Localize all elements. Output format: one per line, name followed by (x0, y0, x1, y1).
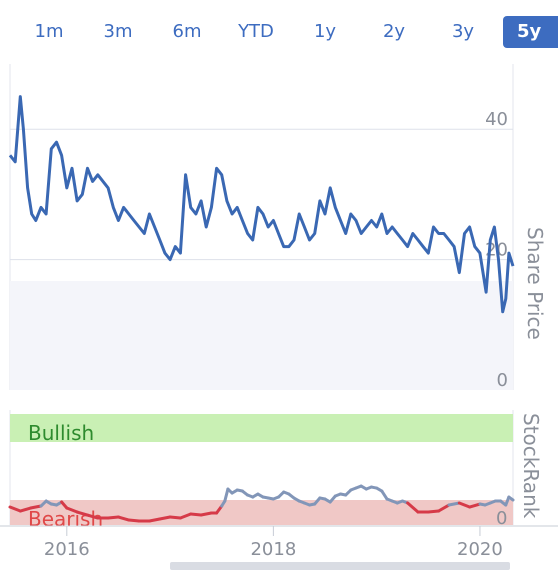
stockrank-segment (457, 501, 472, 509)
stockrank-segment (75, 510, 89, 517)
tab-1y[interactable]: 1y (313, 21, 337, 42)
bearish-label: Bearish (28, 507, 103, 531)
stockrank-segment (8, 505, 22, 513)
stockrank-segment (437, 503, 451, 513)
stockrank-segment (189, 512, 203, 517)
tab-2y[interactable]: 2y (382, 21, 406, 42)
price-y-tick-0: 0 (497, 370, 508, 391)
stockrank-segment (65, 506, 79, 514)
stockrank-segment (468, 502, 482, 509)
stockrank-segment (223, 487, 230, 503)
tab-3m[interactable]: 3m (103, 21, 133, 42)
tab-1m[interactable]: 1m (34, 21, 64, 42)
stockrank-segment (85, 513, 100, 520)
stockrank-segment (199, 511, 213, 517)
tab-ytd[interactable]: YTD (238, 21, 274, 42)
x-tick-label-2016: 2016 (44, 539, 90, 560)
bullish-band (10, 414, 513, 442)
bullish-label: Bullish (28, 421, 94, 445)
range-navigator-scrollbar[interactable] (170, 562, 510, 570)
range-tabs: 1m 3m 6m YTD 1y 2y 3y 5y (0, 0, 558, 58)
stockrank-segment (406, 501, 420, 514)
tab-3y[interactable]: 3y (451, 21, 475, 42)
stockrank-segment (426, 509, 441, 514)
stockrank-segment (116, 515, 131, 522)
x-tick-label-2018: 2018 (250, 539, 296, 560)
stockrank-segment (380, 489, 389, 501)
share-price-axis-label: Share Price (523, 227, 547, 340)
stockrank-axis-label: StockRank (519, 413, 543, 519)
stockrank-line (8, 484, 515, 523)
x-tick-label-2020: 2020 (457, 539, 503, 560)
stockrank-segment (168, 515, 182, 520)
stockrank-segment (507, 495, 515, 502)
x-axis-ticks: 2016 2018 2020 (44, 526, 503, 560)
stockrank-segment (29, 504, 43, 510)
stockrank-segment (18, 506, 33, 513)
price-grid (10, 128, 513, 261)
stockrank-segment (147, 517, 162, 523)
stockrank-segment (158, 515, 172, 521)
tab-6m[interactable]: 6m (172, 21, 202, 42)
stockrank-segment (178, 512, 193, 520)
stockrank-segment (127, 518, 141, 523)
share-price-line (8, 95, 515, 314)
price-lower-shade (10, 281, 513, 390)
price-y-tick-40: 40 (485, 109, 508, 130)
stockrank-segment (447, 501, 461, 507)
rank-y-tick-0: 0 (496, 508, 507, 529)
tab-5y[interactable]: 5y (503, 16, 558, 48)
stockrank-segment (106, 515, 120, 520)
